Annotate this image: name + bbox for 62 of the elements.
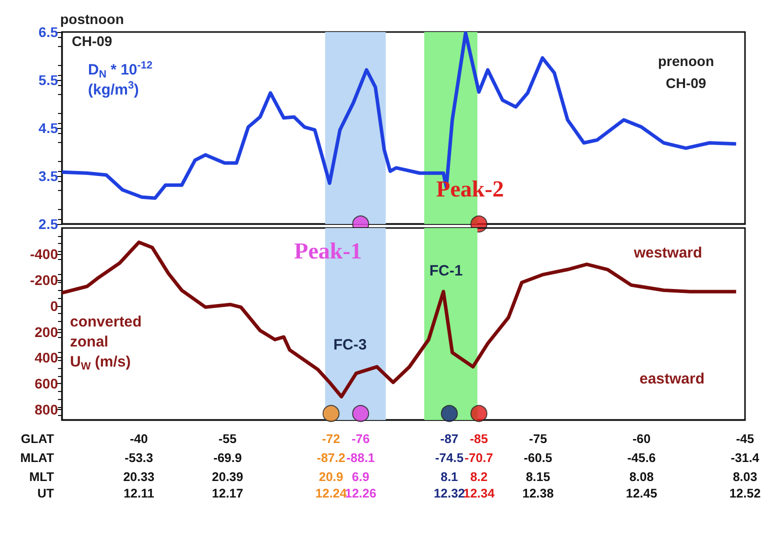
annotation: westward bbox=[632, 244, 702, 262]
y-tick-label: 400 bbox=[34, 350, 58, 366]
y-tick-label: 0 bbox=[50, 298, 58, 314]
x-tick-label: 12.17 bbox=[212, 486, 244, 500]
text: -69.9 bbox=[213, 451, 242, 465]
text: -72 bbox=[322, 432, 340, 446]
y-tick-label: 200 bbox=[34, 324, 58, 340]
text: -88.1 bbox=[346, 451, 375, 465]
line-series bbox=[60, 240, 738, 398]
text: 20.33 bbox=[123, 470, 154, 484]
text: -60.5 bbox=[524, 451, 552, 465]
text: MLAT bbox=[20, 451, 54, 465]
text: -70.7 bbox=[464, 451, 494, 465]
annotation: FC-3 bbox=[333, 336, 367, 354]
annotation: FC-1 bbox=[429, 262, 463, 280]
text: 8.2 bbox=[470, 470, 488, 484]
y-tick-label: -200 bbox=[30, 272, 58, 288]
text: -74.5 bbox=[435, 451, 464, 465]
text: 8.03 bbox=[732, 470, 758, 484]
text: -45 bbox=[736, 432, 754, 446]
annotation: Peak-2 bbox=[436, 176, 504, 202]
x-tick-label: 12.26 bbox=[344, 486, 376, 500]
text: 20.39 bbox=[212, 470, 244, 484]
text: -60 bbox=[632, 432, 651, 446]
text: 8.1 bbox=[440, 470, 458, 484]
text: 8.08 bbox=[629, 470, 654, 484]
text: -75 bbox=[528, 432, 548, 446]
annotation: postnoon CH-09 bbox=[60, 11, 124, 49]
text: -31.4 bbox=[730, 451, 760, 465]
line-series bbox=[60, 31, 738, 200]
y-tick-label: 2.5 bbox=[38, 216, 58, 232]
x-tick-label: 12.45 bbox=[626, 486, 658, 500]
x-tick-label: 12.11 bbox=[124, 486, 154, 500]
x-tick-label: 12.24 bbox=[315, 486, 347, 500]
y-tick-label: 800 bbox=[34, 402, 58, 418]
text: -85 bbox=[470, 432, 488, 446]
y-tick-label: 600 bbox=[34, 376, 58, 392]
text: -55 bbox=[218, 432, 237, 446]
x-tick-label: 12.34 bbox=[463, 486, 495, 500]
text: -53.3 bbox=[124, 451, 154, 465]
annotation: eastward bbox=[639, 370, 705, 388]
annotation: prenoon CH-09 bbox=[658, 53, 714, 91]
y-tick-label: 3.5 bbox=[38, 168, 58, 184]
text: MLT bbox=[29, 470, 54, 484]
text: -40 bbox=[130, 432, 148, 446]
y-tick-label: 6.5 bbox=[38, 24, 58, 40]
text: -76 bbox=[352, 432, 370, 446]
text: GLAT bbox=[20, 432, 54, 446]
y-tick-label: 4.5 bbox=[38, 120, 58, 136]
text: -87.2 bbox=[316, 451, 346, 465]
y-tick-label: 5.5 bbox=[38, 72, 58, 88]
text: -45.6 bbox=[627, 451, 656, 465]
text: 20.9 bbox=[318, 470, 344, 484]
text: 6.9 bbox=[352, 470, 370, 484]
x-tick-label: 12.38 bbox=[522, 486, 554, 500]
text: 8.15 bbox=[526, 470, 550, 484]
x-axis-title: UT bbox=[37, 486, 54, 500]
y-tick-label: -400 bbox=[30, 246, 58, 262]
annotation: Peak-1 bbox=[294, 238, 362, 264]
text: -87 bbox=[440, 432, 458, 446]
x-tick-label: 12.52 bbox=[729, 486, 761, 500]
x-tick-label: 12.32 bbox=[434, 486, 466, 500]
